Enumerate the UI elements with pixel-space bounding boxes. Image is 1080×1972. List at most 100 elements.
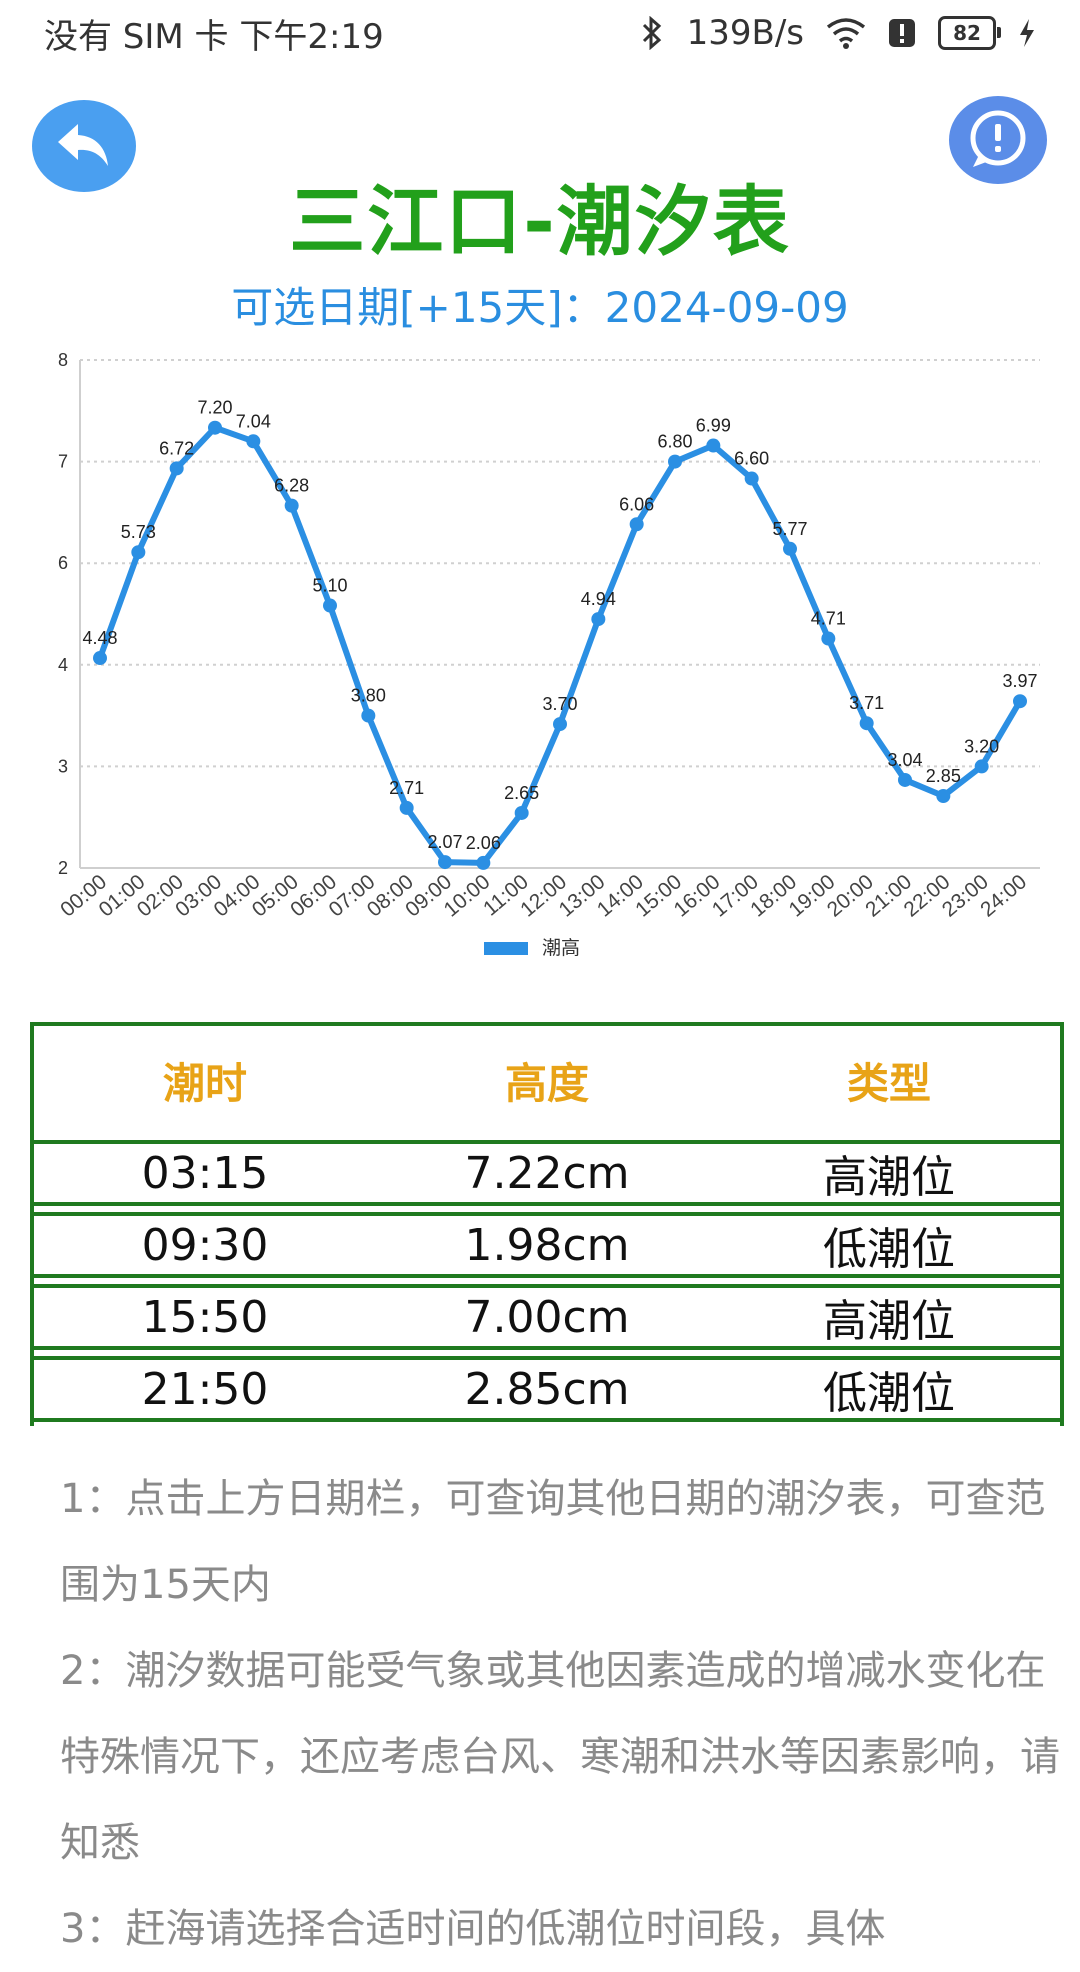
- row-time: 09:30: [141, 1219, 269, 1271]
- data-label: 3.04: [887, 750, 922, 770]
- date-selector[interactable]: 可选日期[+15天]：2024-09-09: [231, 283, 849, 332]
- data-label: 6.60: [734, 449, 769, 469]
- note-item: 3：赶海请选择合适时间的低潮位时间段，具体: [60, 1906, 886, 1952]
- page-title: 三江口-潮汐表: [289, 177, 791, 266]
- data-point: [323, 598, 337, 613]
- data-point: [783, 541, 797, 556]
- row-height: 2.85cm: [464, 1363, 630, 1415]
- data-point: [936, 789, 951, 804]
- header-height: 高度: [504, 1058, 589, 1108]
- data-label: 3.80: [351, 686, 386, 706]
- data-point: [629, 517, 644, 532]
- tide-table: 潮时 高度 类型 03:15 7.22cm 高潮位 09:30 1.98cm 低…: [30, 1022, 1064, 1426]
- data-label: 6.72: [159, 438, 194, 458]
- data-point: [668, 454, 682, 469]
- note-item: 1：点击上方日期栏，可查询其他日期的潮汐表，可查范围为15天内: [60, 1476, 1046, 1608]
- data-point: [974, 759, 989, 774]
- data-point: [93, 651, 107, 666]
- data-label: 6.80: [657, 432, 692, 452]
- wifi-icon: [826, 18, 866, 49]
- y-tick-label: 4: [58, 655, 68, 675]
- data-point: [898, 772, 912, 787]
- y-tick-label: 2: [58, 858, 68, 878]
- data-point: [438, 855, 452, 870]
- back-button[interactable]: [32, 100, 136, 192]
- y-tick-label: 3: [58, 756, 68, 776]
- bluetooth-icon: [642, 16, 661, 50]
- data-point: [859, 716, 874, 731]
- data-label: 7.20: [197, 398, 232, 418]
- row-height: 1.98cm: [464, 1219, 630, 1271]
- data-point: [284, 498, 299, 513]
- row-type: 低潮位: [823, 1224, 955, 1275]
- tide-chart: 2 3 4 6 7 8 4.48 5.73 6.727.207.04 6.28 5.10 3.80 2.…: [56, 350, 1040, 959]
- data-point: [476, 855, 491, 870]
- note-item: 2：潮汐数据可能受气象或其他因素造成的增减水变化在特殊情况下，还应考虑台风、寒潮…: [60, 1648, 1060, 1866]
- y-tick-label: 6: [58, 553, 68, 573]
- table-row: 15:50 7.00cm 高潮位: [34, 1284, 1060, 1350]
- data-label: 5.10: [312, 576, 347, 596]
- table-row: 09:30 1.98cm 低潮位: [34, 1212, 1060, 1278]
- legend-label: 潮高: [542, 937, 580, 959]
- y-tick-label: 7: [58, 452, 68, 472]
- header-type: 类型: [846, 1058, 931, 1108]
- data-point: [246, 434, 261, 449]
- data-label: 2.06: [466, 833, 501, 853]
- battery-icon: 82: [938, 16, 1001, 50]
- data-label: 3.71: [849, 693, 884, 713]
- data-point: [208, 420, 222, 435]
- data-point: [361, 708, 376, 723]
- data-label: 2.85: [926, 766, 961, 786]
- data-label: 7.04: [236, 411, 271, 431]
- status-bar: 没有 SIM 卡 下午2:19 139B/s 82: [0, 0, 1080, 66]
- row-time: 03:15: [141, 1147, 269, 1199]
- carrier-time: 没有 SIM 卡 下午2:19: [44, 16, 384, 57]
- header-time: 潮时: [162, 1058, 247, 1108]
- series-line: [97, 424, 1023, 866]
- data-point: [744, 471, 759, 486]
- data-label: 3.97: [1002, 671, 1037, 691]
- row-type: 高潮位: [823, 1296, 955, 1347]
- data-point: [591, 612, 606, 627]
- row-type: 低潮位: [823, 1368, 955, 1419]
- table-row: 03:15 7.22cm 高潮位: [34, 1140, 1060, 1206]
- data-label: 3.70: [542, 694, 577, 714]
- data-label: 5.73: [121, 522, 156, 542]
- row-time: 21:50: [141, 1363, 269, 1415]
- data-label: 6.06: [619, 494, 654, 514]
- data-point: [706, 438, 721, 453]
- notes: 1：点击上方日期栏，可查询其他日期的潮汐表，可查范围为15天内 2：潮汐数据可能…: [60, 1456, 1070, 1972]
- data-label: 2.65: [504, 783, 539, 803]
- data-point: [553, 717, 567, 732]
- row-height: 7.00cm: [464, 1291, 630, 1343]
- data-point: [514, 805, 529, 820]
- data-label: 3.20: [964, 736, 999, 756]
- charging-icon: [1020, 19, 1034, 47]
- row-type: 高潮位: [823, 1152, 955, 1203]
- data-label: 4.94: [581, 589, 616, 609]
- data-label: 6.28: [274, 476, 309, 496]
- alert-bubble-icon: [970, 110, 1026, 167]
- data-label: 5.77: [772, 519, 807, 539]
- info-button[interactable]: [949, 96, 1047, 184]
- data-point: [131, 545, 146, 560]
- reply-arrow-icon: [58, 124, 108, 166]
- data-point: [399, 800, 414, 815]
- table-header: 潮时 高度 类型: [34, 1026, 1060, 1134]
- data-label: 2.71: [389, 778, 424, 798]
- status-icons: 139B/s 82: [639, 13, 1036, 53]
- data-label: 6.99: [696, 416, 731, 436]
- data-point: [169, 461, 184, 476]
- row-height: 7.22cm: [464, 1147, 630, 1199]
- data-label: 2.07: [427, 832, 462, 852]
- data-label: 4.71: [811, 609, 846, 629]
- y-tick-label: 8: [58, 350, 68, 370]
- row-time: 15:50: [141, 1291, 269, 1343]
- data-point: [1013, 694, 1027, 709]
- data-point: [821, 631, 836, 646]
- alert-icon: [889, 19, 915, 47]
- net-speed: 139B/s: [686, 13, 804, 53]
- legend-swatch: [484, 942, 528, 955]
- data-label: 4.48: [82, 628, 117, 648]
- table-row: 21:50 2.85cm 低潮位: [34, 1356, 1060, 1422]
